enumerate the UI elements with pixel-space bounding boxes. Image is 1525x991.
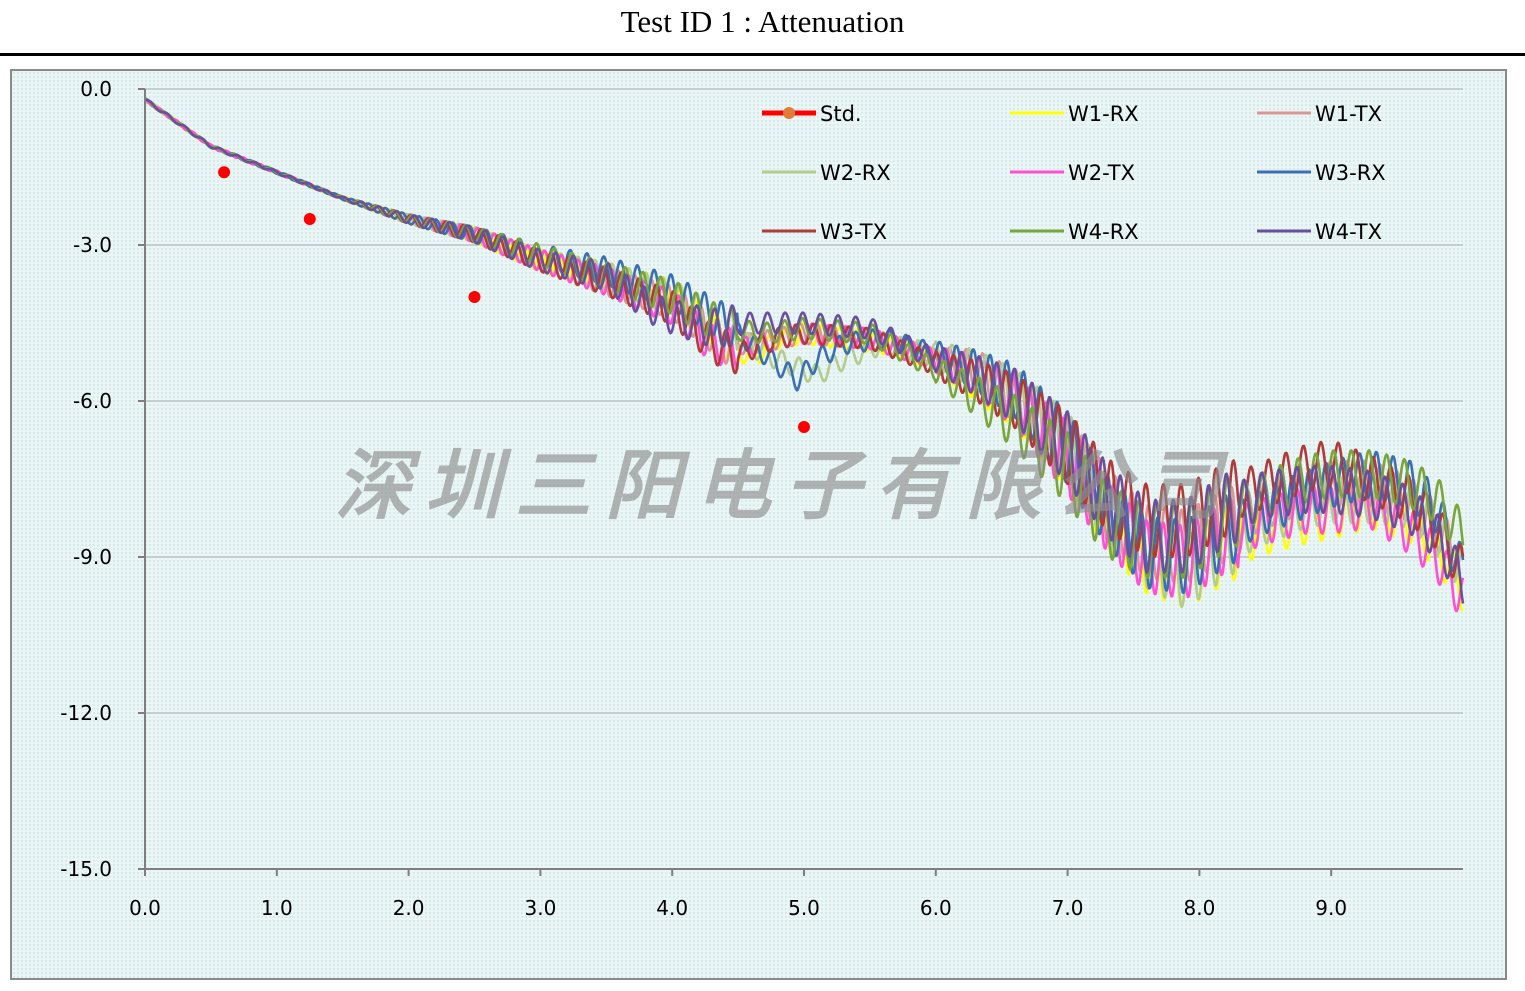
y-tick-label: -3.0 — [73, 233, 112, 257]
legend-label-w2-tx: W2-TX — [1068, 161, 1135, 185]
x-tick-label: 7.0 — [1052, 896, 1084, 920]
legend-label-w4-rx: W4-RX — [1068, 220, 1139, 244]
x-tick-label: 0.0 — [129, 896, 161, 920]
x-tick-labels: 0.0 1.0 2.0 3.0 4.0 5.0 6.0 7.0 8.0 9.0 — [129, 869, 1347, 920]
legend-label-std: Std. — [820, 102, 862, 126]
x-tick-label: 8.0 — [1183, 896, 1215, 920]
watermark-text: 深圳三阳电子有限公司 — [335, 441, 1235, 530]
y-tick-label: 0.0 — [80, 77, 112, 101]
legend-label-w2-rx: W2-RX — [820, 161, 891, 185]
y-tick-label: -15.0 — [60, 857, 112, 881]
legend-label-w1-tx: W1-TX — [1315, 102, 1382, 126]
std-point — [798, 421, 810, 433]
legend-label-w4-tx: W4-TX — [1315, 220, 1382, 244]
y-tick-labels: 0.0 -3.0 -6.0 -9.0 -12.0 -15.0 — [60, 77, 112, 881]
axes — [144, 89, 1463, 870]
x-tick-label: 2.0 — [393, 896, 425, 920]
x-tick-label: 1.0 — [261, 896, 293, 920]
y-tick-label: -6.0 — [73, 389, 112, 413]
y-tick-label: -9.0 — [73, 545, 112, 569]
series-lines — [144, 97, 1465, 613]
x-tick-label: 6.0 — [920, 896, 952, 920]
legend-label-w1-rx: W1-RX — [1068, 102, 1139, 126]
std-point — [468, 291, 481, 303]
title-rule — [0, 53, 1525, 56]
legend-label-w3-rx: W3-RX — [1315, 161, 1386, 185]
legend-label-w3-tx: W3-TX — [820, 220, 887, 244]
x-tick-label: 3.0 — [524, 896, 556, 920]
chart-legend: Std. W1-RX W1-TX W2-RX W2-TX W3-RX W3-TX W4-RX W… — [762, 102, 1386, 244]
std-point — [303, 213, 316, 225]
page-title: Test ID 1 : Attenuation — [620, 4, 905, 39]
std-point — [218, 166, 231, 179]
x-tick-label: 5.0 — [788, 896, 820, 920]
std-points — [218, 166, 810, 433]
series-line-w4-tx — [144, 98, 1465, 604]
legend-marker-std — [783, 107, 795, 119]
x-tick-label: 9.0 — [1315, 896, 1347, 920]
y-tick-label: -12.0 — [60, 701, 112, 725]
x-tick-label: 4.0 — [656, 896, 688, 920]
